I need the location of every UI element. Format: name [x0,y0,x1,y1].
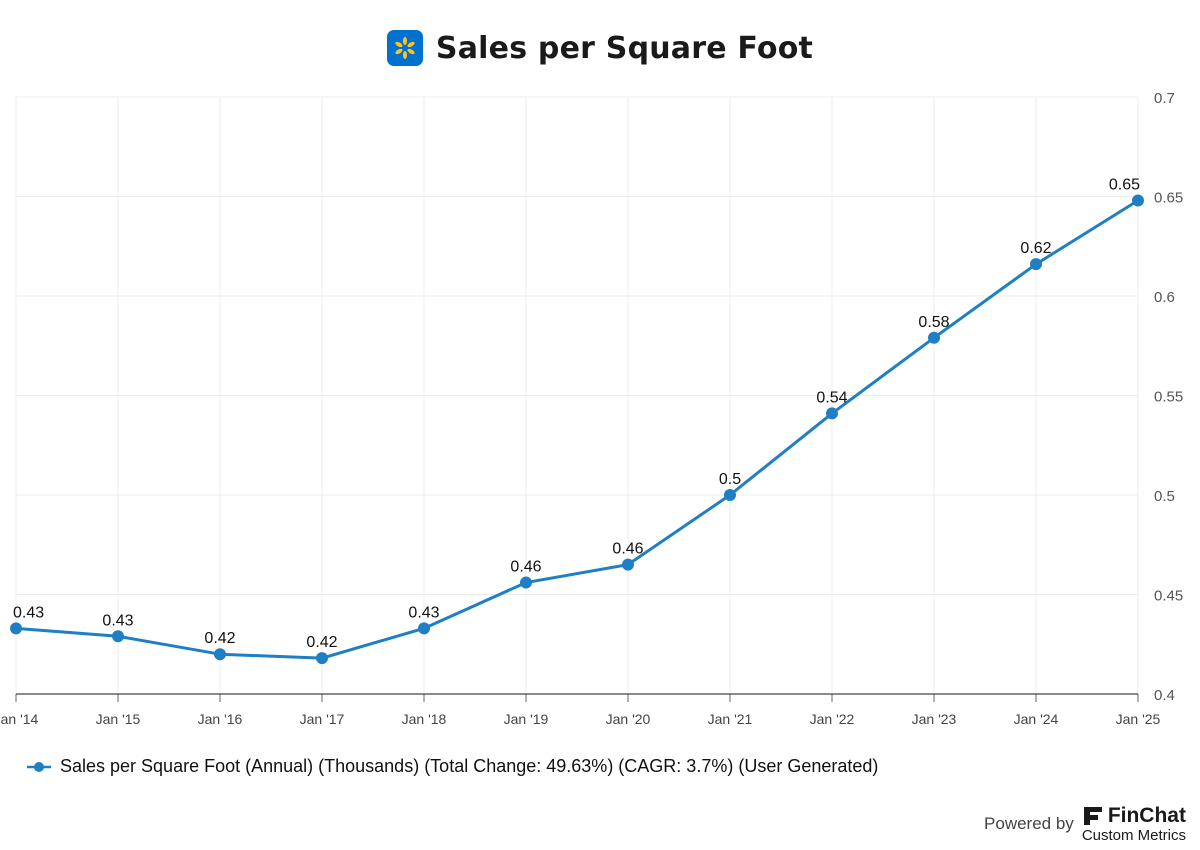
y-tick-label: 0.55 [1154,389,1183,406]
legend-marker-icon [27,761,51,772]
data-label: 0.62 [1020,240,1051,257]
finchat-brand: FinChat Custom Metrics [1082,804,1186,844]
y-tick-label: 0.6 [1154,289,1175,306]
data-point [826,407,838,420]
data-point [1132,194,1144,207]
spark-petal [402,51,407,59]
chart-title: Sales per Square Foot [435,30,814,66]
data-label: 0.42 [306,634,337,651]
y-tick-label: 0.4 [1154,687,1175,704]
x-tick-label: Jan '25 [1116,711,1161,727]
x-tick-label: Jan '20 [606,711,651,727]
legend-label: Sales per Square Foot (Annual) (Thousand… [60,756,879,776]
data-point [418,622,430,635]
data-label: 0.43 [102,612,133,629]
x-tick-label: Jan '22 [810,711,855,727]
data-point [622,558,634,571]
data-label: 0.43 [408,604,439,621]
x-tick-label: Jan '21 [708,711,753,727]
y-tick-label: 0.5 [1154,488,1175,505]
x-tick-label: Jan '15 [96,711,141,727]
chart-legend[interactable]: Sales per Square Foot (Annual) (Thousand… [26,756,878,777]
data-point [724,489,736,501]
spark-petal [407,48,415,55]
spark-glyph [395,37,415,59]
walmart-spark-icon [386,30,423,66]
data-label: 0.42 [204,630,235,647]
brand-name: FinChat [1107,804,1186,827]
spark-petal [395,41,403,48]
data-label: 0.58 [918,314,949,331]
data-point [214,648,226,661]
y-tick-label: 0.45 [1154,588,1183,605]
data-point [928,331,940,344]
spark-petal [407,41,415,48]
finchat-logo-icon [1083,807,1102,825]
x-tick-label: Jan '24 [1014,711,1059,727]
x-tick-label: Jan '19 [504,711,549,727]
data-label: 0.65 [1109,176,1140,193]
data-point [112,630,124,643]
data-point [316,652,328,665]
x-tick-label: Jan '23 [912,711,957,727]
x-tick-label: Jan '14 [0,711,39,727]
footer-branding: Powered by FinChat Custom Metrics [984,804,1186,844]
x-tick-label: Jan '17 [300,711,345,727]
data-point [10,622,22,635]
series-line [15,199,1139,660]
data-label: 0.54 [816,389,847,406]
x-tick-label: Jan '16 [198,711,243,727]
brand-subtitle: Custom Metrics [1081,827,1186,844]
chart-header: Sales per Square Foot [0,26,1200,70]
data-point [1030,258,1042,271]
data-label: 0.46 [612,541,643,558]
spark-petal [395,48,403,55]
data-label: 0.46 [510,559,541,576]
spark-petal [402,37,407,45]
y-tick-label: 0.7 [1154,90,1175,107]
y-tick-label: 0.65 [1154,190,1183,207]
powered-by-label: Powered by [984,814,1074,833]
x-tick-label: Jan '18 [402,711,447,727]
data-label: 0.5 [719,471,741,488]
data-label: 0.43 [13,604,44,621]
data-point [520,576,532,589]
